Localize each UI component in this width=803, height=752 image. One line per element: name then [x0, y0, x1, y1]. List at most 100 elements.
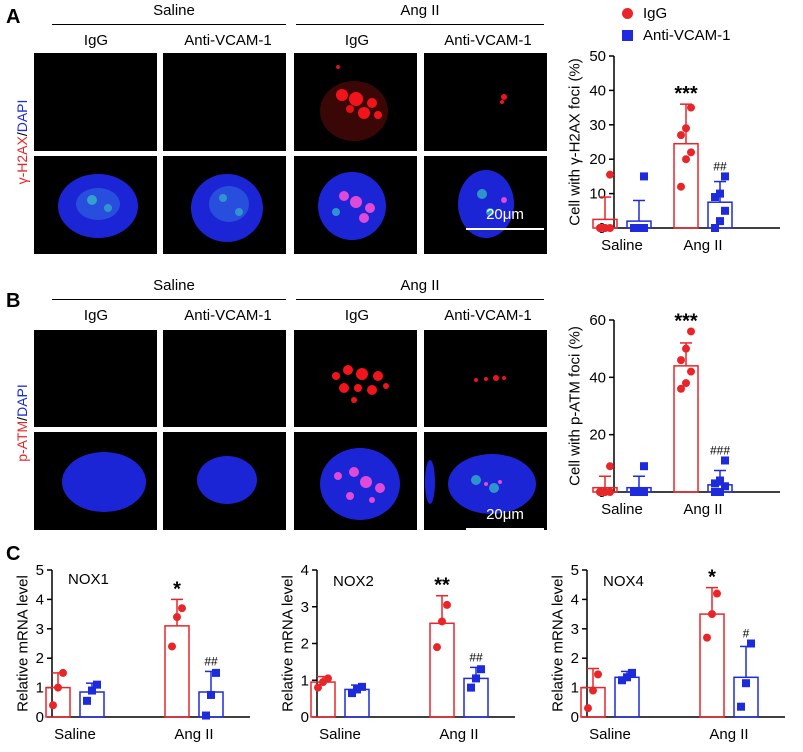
legend-marker-anti — [622, 29, 633, 41]
col-anti-ang-a: Anti-VCAM-1 — [444, 32, 532, 49]
col-igg-saline-b: IgG — [83, 307, 109, 324]
data-point — [682, 379, 690, 388]
micrograph-b-ang-anti-merge — [424, 432, 547, 530]
chart-title: NOX4 — [603, 573, 644, 590]
y-axis-label: Cell with γ-H2AX foci (%) — [566, 58, 583, 226]
micrograph-a-saline-igg-merge — [34, 156, 157, 254]
y-tick-label: 5 — [36, 562, 44, 579]
y-tick-label: 0 — [301, 709, 309, 726]
data-point — [601, 488, 609, 496]
stain-marker: p-ATM — [14, 420, 30, 462]
data-point — [606, 462, 614, 471]
y-tick-label: 2 — [36, 650, 44, 667]
micrograph-b-ang-igg-patm — [294, 330, 417, 427]
stain-marker: γ-H2AX — [14, 136, 30, 185]
data-point — [640, 224, 648, 232]
data-point — [618, 676, 626, 685]
y-tick-label: 60 — [589, 312, 606, 329]
stain-dapi: DAPI — [14, 99, 30, 133]
chart-nox2: 0 1 2 3 4 Relative mRNA level NOX2 Saline Ang II… — [279, 562, 515, 743]
scale-bar-label-b: 20μm — [486, 506, 524, 523]
y-axis-label: Cell with p-ATM foci (%) — [566, 326, 583, 486]
scale-bar-b — [466, 528, 544, 530]
y-tick-label: 2 — [571, 650, 579, 667]
data-point — [630, 224, 638, 232]
data-point — [687, 103, 695, 112]
y-tick-label: 3 — [36, 621, 44, 638]
significance-label: *** — [674, 310, 698, 332]
y-tick-label: 40 — [589, 82, 606, 99]
col-igg-saline-a: IgG — [83, 32, 109, 49]
legend-marker-igg — [622, 7, 633, 19]
bar — [45, 686, 71, 718]
data-point — [716, 189, 724, 198]
bar — [699, 613, 725, 718]
data-point — [472, 674, 480, 683]
stain-separator: / — [14, 132, 30, 137]
micrograph-b-saline-anti-merge — [163, 432, 286, 530]
significance-label: * — [708, 567, 716, 589]
data-point — [433, 643, 441, 652]
data-point — [682, 344, 690, 353]
y-tick-label: 40 — [589, 369, 606, 386]
data-point — [443, 600, 451, 609]
data-point — [54, 683, 62, 692]
data-point — [59, 668, 67, 677]
y-tick-label: 4 — [571, 591, 579, 608]
data-point — [687, 327, 695, 336]
data-point — [708, 610, 716, 619]
data-point — [716, 476, 724, 485]
header-ang-a: Ang II — [400, 2, 440, 19]
col-igg-ang-a: IgG — [344, 32, 370, 49]
micrograph-b-saline-anti-patm — [163, 330, 286, 427]
chart-nox1: 0 1 2 3 4 5 Relative mRNA level NOX1 Saline Ang I… — [14, 562, 250, 743]
data-point — [623, 673, 631, 682]
y-tick-label: 10 — [589, 186, 606, 203]
data-point — [716, 217, 724, 226]
data-point — [49, 701, 57, 710]
x-tick-label: Ang II — [709, 726, 748, 743]
x-tick-label: Saline — [54, 726, 96, 743]
micrograph-a-ang-igg-h2ax — [294, 53, 417, 151]
legend-item-igg: IgG — [622, 2, 731, 24]
data-point — [212, 668, 220, 677]
scale-bar-a — [466, 228, 544, 230]
data-point — [687, 148, 695, 157]
y-tick-label: 1 — [301, 672, 309, 689]
data-point — [601, 224, 609, 232]
y-axis-label: Relative mRNA level — [14, 575, 31, 712]
chart-patm-foci: 0204060Cell with p-ATM foci (%)SalineAng… — [566, 310, 780, 518]
scale-bar-label-a: 20μm — [486, 206, 524, 223]
micrograph-a-ang-anti-h2ax — [424, 53, 547, 151]
stain-label-b: p-ATM/DAPI — [14, 358, 32, 488]
significance-label: ## — [713, 159, 727, 173]
x-tick-label: Saline — [589, 726, 631, 743]
chart-title: NOX1 — [68, 571, 109, 588]
header-ang-b: Ang II — [400, 277, 440, 294]
significance-label: ## — [469, 650, 483, 664]
stain-separator: / — [14, 416, 30, 421]
data-point — [594, 670, 602, 679]
header-rule-ang-a — [296, 24, 544, 25]
x-tick-label: Ang II — [683, 501, 722, 518]
y-tick-label: 1 — [36, 680, 44, 697]
significance-label: ** — [434, 575, 450, 597]
col-anti-saline-a: Anti-VCAM-1 — [184, 32, 272, 49]
x-tick-label: Saline — [319, 726, 361, 743]
data-point — [438, 617, 446, 626]
data-point — [635, 488, 643, 496]
data-point — [635, 224, 643, 232]
y-tick-label: 0 — [36, 709, 44, 726]
x-tick-label: Saline — [601, 501, 643, 518]
x-tick-label: Ang II — [439, 726, 478, 743]
data-point — [711, 224, 719, 232]
y-tick-label: 20 — [589, 151, 606, 168]
data-point — [721, 206, 729, 215]
data-point — [477, 665, 485, 674]
data-point — [711, 488, 719, 496]
data-point — [83, 696, 91, 705]
header-rule-saline-a — [52, 24, 286, 25]
data-point — [207, 690, 215, 699]
data-point — [93, 680, 101, 689]
data-point — [721, 172, 729, 181]
